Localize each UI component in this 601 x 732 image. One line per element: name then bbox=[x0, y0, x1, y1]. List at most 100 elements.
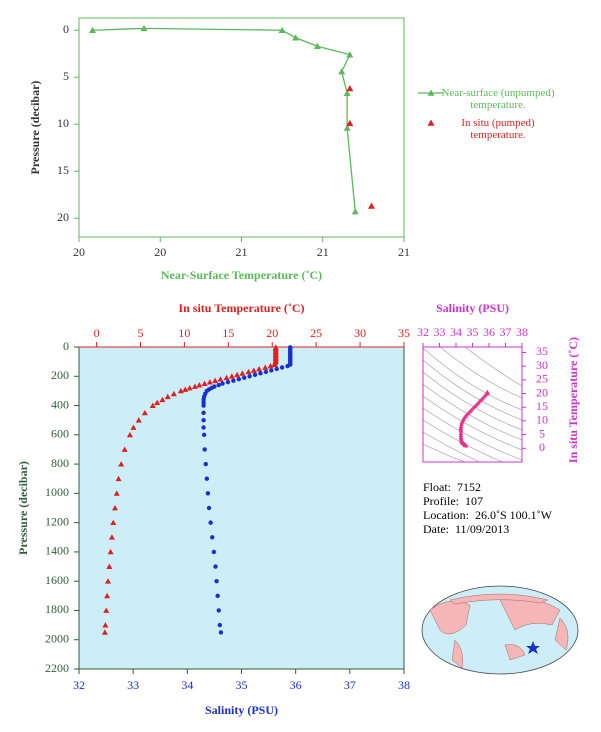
y-tick-label: 1200 bbox=[45, 514, 69, 528]
salinity-point bbox=[204, 476, 210, 481]
top-tick-label: 20 bbox=[266, 326, 278, 340]
plot-frame bbox=[78, 17, 405, 238]
data-point bbox=[140, 24, 148, 32]
top-tick-label: 15 bbox=[222, 326, 234, 340]
salinity-point bbox=[269, 368, 274, 373]
info-value: 11/09/2013 bbox=[455, 522, 509, 536]
temperature-point bbox=[164, 393, 171, 400]
y-tick-label: 400 bbox=[51, 397, 69, 411]
temperature-point bbox=[101, 629, 108, 635]
salinity-point bbox=[231, 378, 236, 383]
x-axis-label: Salinity (PSU) bbox=[436, 301, 509, 315]
y-tick-label: 35 bbox=[536, 344, 548, 358]
y-tick-label: 25 bbox=[536, 372, 548, 386]
temperature-point bbox=[186, 384, 193, 391]
salinity-point bbox=[217, 622, 223, 628]
temperature-point bbox=[223, 374, 230, 381]
temperature-point bbox=[228, 373, 235, 379]
x-tick-label: 36 bbox=[483, 325, 495, 339]
ts-background bbox=[423, 347, 522, 462]
salinity-point bbox=[225, 379, 231, 385]
info-label: Location: bbox=[423, 508, 469, 522]
density-contours bbox=[423, 347, 522, 462]
salinity-point bbox=[258, 371, 263, 376]
salinity-point bbox=[279, 365, 285, 370]
y-tick-label: 5 bbox=[63, 69, 69, 83]
y-tick-label: 1600 bbox=[45, 573, 69, 587]
top-tick-label: 35 bbox=[398, 326, 410, 340]
temperature-point bbox=[115, 475, 122, 482]
info-label: Date: bbox=[423, 522, 449, 536]
salinity-point bbox=[201, 417, 206, 423]
y-tick-label: 10 bbox=[57, 116, 69, 130]
temperature-point bbox=[108, 534, 115, 540]
x-axis-label: Near-Surface Temperature (˚C) bbox=[161, 268, 322, 282]
salinity-point bbox=[274, 366, 279, 372]
data-point bbox=[346, 84, 354, 92]
salinity-point bbox=[215, 593, 220, 599]
temperature-point bbox=[206, 379, 213, 385]
info-line: Location: 26.0˚S 100.1˚W bbox=[423, 508, 553, 522]
ts-point bbox=[459, 419, 465, 424]
info-value: 7152 bbox=[457, 480, 481, 494]
y-tick-label: 2200 bbox=[45, 661, 69, 675]
top-tick-label: 25 bbox=[310, 326, 322, 340]
top-axis-label: In situ Temperature (˚C) bbox=[178, 301, 304, 315]
x-tick-label: 21 bbox=[236, 245, 248, 259]
info-line: Date: 11/09/2013 bbox=[423, 522, 509, 536]
y-tick-label: 200 bbox=[51, 368, 69, 382]
ts-point bbox=[459, 421, 464, 427]
data-point bbox=[89, 26, 97, 34]
x-tick-label: 32 bbox=[417, 325, 429, 339]
legend-marker bbox=[427, 89, 435, 96]
y-tick-label: 1400 bbox=[45, 544, 69, 558]
data-point bbox=[338, 68, 346, 75]
bottom-tick-label: 38 bbox=[398, 678, 410, 692]
temperature-point bbox=[121, 446, 128, 452]
salinity-point bbox=[263, 369, 269, 375]
temperature-point bbox=[130, 424, 137, 430]
bottom-tick-label: 33 bbox=[127, 678, 139, 692]
y-tick-label: 1800 bbox=[45, 602, 69, 616]
data-point bbox=[343, 124, 351, 131]
bottom-tick-label: 34 bbox=[181, 678, 193, 692]
salinity-point bbox=[242, 375, 247, 380]
data-point bbox=[346, 119, 354, 127]
ts-point bbox=[463, 443, 469, 448]
salinity-point bbox=[210, 535, 215, 540]
temperature-point bbox=[135, 417, 142, 423]
temperature-point bbox=[159, 396, 166, 403]
y-tick-label: 0 bbox=[63, 22, 69, 36]
y-tick-label: 10 bbox=[536, 413, 548, 427]
y-tick-label: 15 bbox=[57, 163, 69, 177]
legend-label: Near-surface (unpumped) temperature. bbox=[441, 87, 555, 111]
data-point bbox=[278, 26, 286, 34]
data-point bbox=[313, 42, 321, 49]
info-line: Profile: 107 bbox=[423, 494, 483, 508]
bottom-axis-label: Salinity (PSU) bbox=[205, 703, 278, 717]
y-tick-label: 5 bbox=[539, 426, 545, 440]
temperature-point bbox=[141, 409, 148, 416]
salinity-point bbox=[220, 381, 225, 386]
salinity-point bbox=[202, 447, 207, 452]
bottom-tick-label: 32 bbox=[73, 678, 85, 692]
y-tick-label: 800 bbox=[51, 456, 69, 470]
temperature-point bbox=[217, 376, 224, 382]
temperature-point bbox=[154, 399, 161, 406]
x-tick-label: 20 bbox=[154, 245, 166, 259]
temperature-point bbox=[182, 386, 189, 392]
x-tick-label: 34 bbox=[450, 325, 462, 339]
temperature-point bbox=[102, 622, 109, 628]
temperature-point bbox=[118, 461, 125, 467]
x-tick-label: 21 bbox=[398, 245, 410, 259]
top-tick-label: 10 bbox=[178, 326, 190, 340]
temperature-point bbox=[234, 371, 241, 378]
info-line: Float: 7152 bbox=[423, 480, 481, 494]
data-point bbox=[346, 51, 354, 58]
temperature-point bbox=[113, 490, 120, 496]
salinity-point bbox=[201, 432, 207, 438]
y-tick-label: 15 bbox=[536, 399, 548, 413]
salinity-point bbox=[206, 505, 212, 511]
legend-marker bbox=[427, 119, 435, 126]
